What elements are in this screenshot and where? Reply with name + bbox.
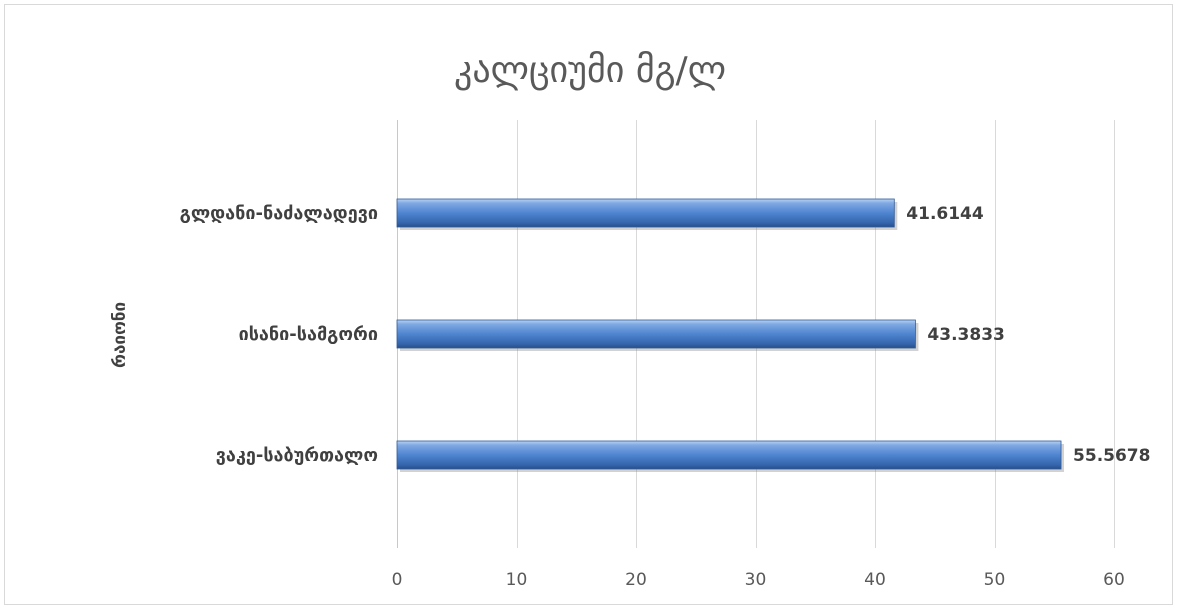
x-tick-label: 30 [745, 570, 767, 590]
x-tick-labels: 0 10 20 30 40 50 60 [392, 570, 1125, 590]
category-label: ვაკე-საბურთალო [216, 445, 378, 466]
data-label: 43.3833 [927, 325, 1004, 345]
x-tick-label: 50 [984, 570, 1006, 590]
category-labels: გლდანი-ნაძალადევი ისანი-სამგორი ვაკე-საბურ… [180, 203, 378, 466]
y-axis-label: რაიონი [110, 302, 130, 368]
chart-frame [4, 4, 1173, 605]
x-tick-label: 10 [506, 570, 528, 590]
x-tick-label: 60 [1103, 570, 1125, 590]
x-tick-label: 40 [864, 570, 886, 590]
data-label: 41.6144 [906, 204, 984, 224]
bar [396, 440, 1062, 470]
data-label: 55.5678 [1073, 446, 1150, 466]
chart-title: კალციუმი მგ/ლ [454, 50, 726, 91]
category-label: ისანი-სამგორი [239, 324, 378, 345]
x-tick-label: 20 [625, 570, 647, 590]
category-label: გლდანი-ნაძალადევი [180, 203, 378, 224]
x-tick-label: 0 [392, 570, 403, 590]
bar [396, 198, 895, 228]
bar [396, 319, 916, 349]
data-labels: 41.6144 43.3833 55.5678 [906, 204, 1150, 466]
bars [396, 198, 1065, 472]
